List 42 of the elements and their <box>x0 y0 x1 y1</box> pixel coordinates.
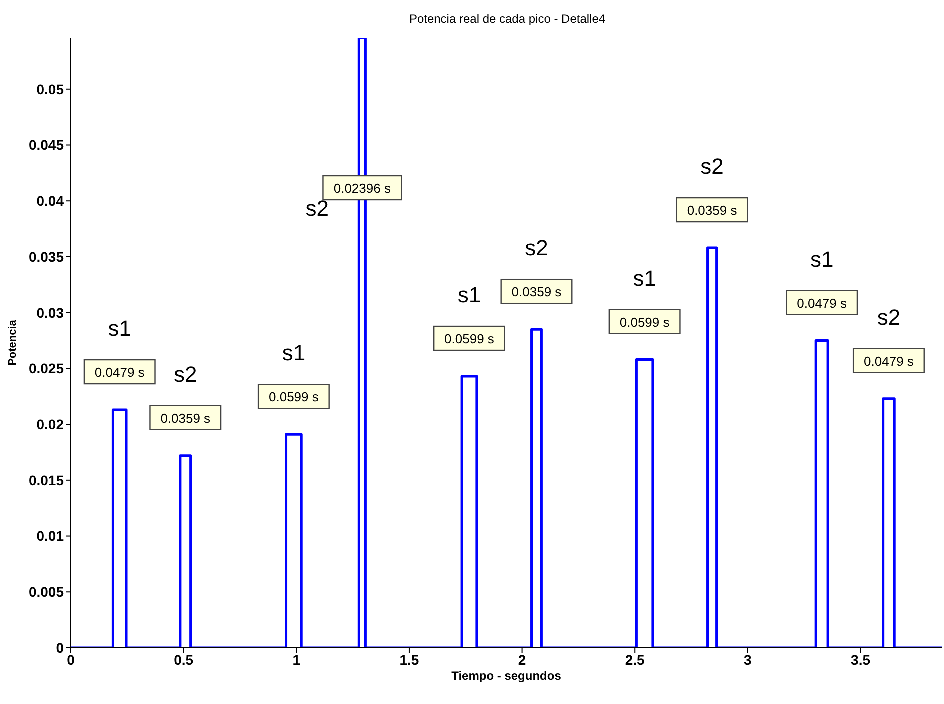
annotation: s2 <box>525 236 548 261</box>
x-tick-label: 0.5 <box>174 652 194 668</box>
y-tick-label: 0.015 <box>28 472 64 488</box>
annotation: s2 <box>700 154 724 180</box>
x-tick-label: 3 <box>744 652 752 668</box>
y-tick-label: 0.045 <box>28 137 64 154</box>
y-tick-label: 0.005 <box>28 584 64 600</box>
annotation: 0.0359 s <box>512 284 562 300</box>
annotation: s1 <box>633 266 656 291</box>
chart-title: Potencia real de cada pico - Detalle4 <box>408 12 607 26</box>
annotation: 0.0479 s <box>864 354 914 369</box>
y-tick-label: 0.04 <box>36 193 64 210</box>
x-tick-label: 0 <box>67 652 76 668</box>
y-tick-label: 0.05 <box>36 81 64 98</box>
annotation: s1 <box>108 316 132 342</box>
annotation: 0.0599 s <box>620 314 670 330</box>
x-axis-title: Tiempo - segundos <box>452 669 562 683</box>
x-tick-label: 2.5 <box>625 652 646 668</box>
annotation: s2 <box>174 362 198 387</box>
y-tick-label: 0.035 <box>28 248 64 265</box>
annotation: 0.0599 s <box>269 390 320 405</box>
annotation: 0.0359 s <box>687 203 738 218</box>
x-tick-label: 3.5 <box>851 652 871 668</box>
annotation: s1 <box>282 340 306 366</box>
x-tick-label: 1 <box>292 652 301 668</box>
y-axis-title: Potencia <box>6 319 19 366</box>
annotation: s1 <box>810 246 834 272</box>
annotation: 0.0479 s <box>797 296 848 311</box>
annotation: s1 <box>458 282 482 308</box>
annotation: s2 <box>306 196 330 221</box>
y-tick-label: 0.02 <box>36 416 64 433</box>
annotation: 0.0599 s <box>444 332 495 347</box>
y-tick-label: 0 <box>56 640 64 656</box>
y-tick-label: 0.025 <box>28 360 64 377</box>
annotation: 0.0479 s <box>94 365 146 380</box>
annotation: 0.0359 s <box>160 410 212 426</box>
annotation: 0.02396 s <box>334 181 392 196</box>
y-tick-label: 0.01 <box>36 528 64 544</box>
annotation: s2 <box>877 304 901 330</box>
y-tick-label: 0.03 <box>36 304 64 321</box>
x-tick-label: 2 <box>518 652 526 668</box>
x-tick-label: 1.5 <box>400 652 420 668</box>
